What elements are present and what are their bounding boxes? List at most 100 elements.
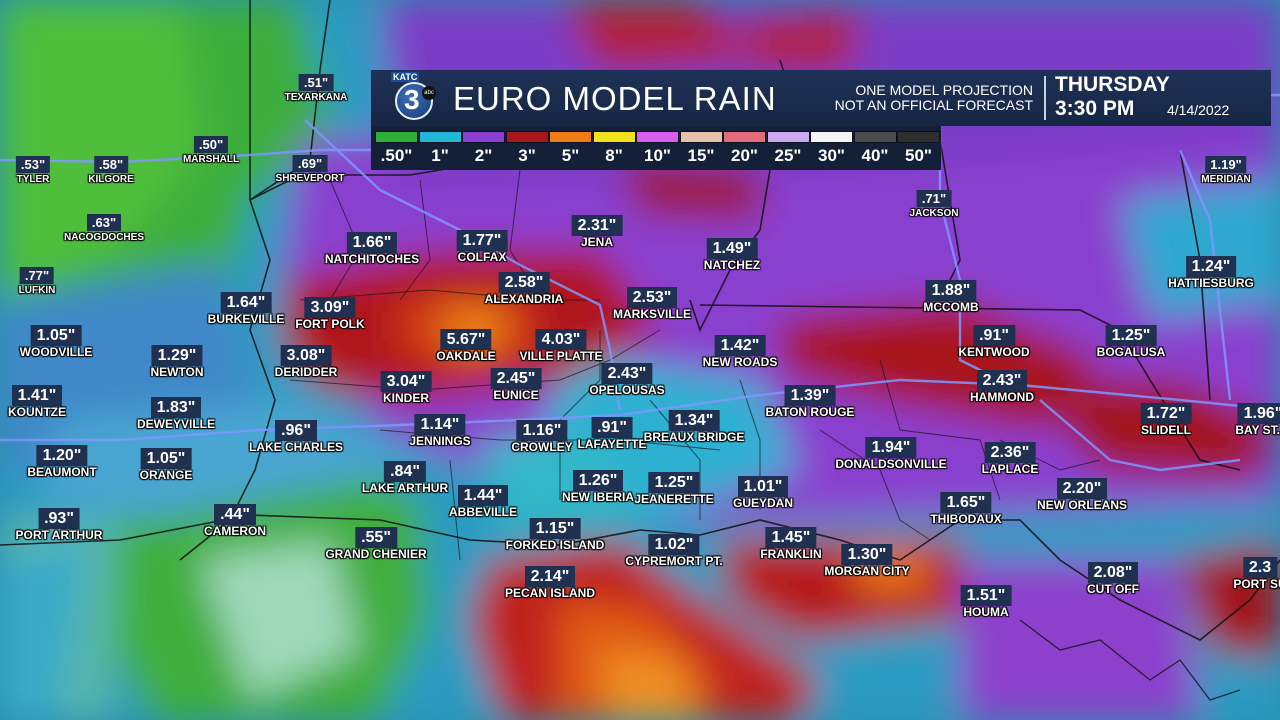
city-marker: .44" CAMERON	[204, 504, 266, 538]
legend-label: 40"	[861, 146, 889, 165]
city-marker: .93" PORT ARTHUR	[15, 508, 103, 542]
rain-total-value: 1.45"	[765, 527, 817, 548]
legend-swatch	[636, 131, 679, 143]
city-name: JENNINGS	[409, 434, 471, 448]
rain-total-value: 1.25"	[648, 472, 700, 493]
city-marker: 1.05" ORANGE	[140, 448, 192, 482]
city-marker: 4.03" VILLE PLATTE	[519, 329, 603, 363]
legend-label: 2"	[474, 146, 493, 165]
rain-total-value: .69"	[292, 155, 328, 172]
rain-total-value: 1.51"	[960, 585, 1012, 606]
city-marker: 1.64" BURKEVILLE	[208, 292, 284, 326]
rain-total-value: 3.09"	[304, 297, 356, 318]
city-name: DONALDSONVILLE	[835, 457, 947, 471]
city-name: LAKE ARTHUR	[361, 481, 449, 495]
rain-total-value: 1.15"	[529, 518, 581, 539]
city-marker: 1.16" CROWLEY	[511, 420, 573, 454]
city-name: TEXARKANA	[284, 92, 348, 103]
city-marker: 1.42" NEW ROADS	[703, 335, 777, 369]
rain-total-value: 2.36"	[984, 442, 1036, 463]
city-name: GRAND CHENIER	[325, 547, 427, 561]
city-marker: 1.72" SLIDELL	[1140, 403, 1192, 437]
city-marker: .63" NACOGDOCHES	[64, 214, 144, 243]
rain-total-value: 1.29"	[151, 345, 203, 366]
rain-legend: .50" 1" 2" 3" 5" 8" 10" 15" 20" 25" 30" 40" 50"	[371, 126, 941, 170]
city-name: PORT ARTHUR	[15, 528, 103, 542]
legend-label: .50"	[380, 146, 413, 165]
rain-total-value: 3.08"	[280, 345, 332, 366]
rain-total-value: 5.67"	[440, 329, 492, 350]
rain-total-value: .51"	[298, 74, 334, 91]
rain-total-value: 1.65"	[940, 492, 992, 513]
city-name: NACOGDOCHES	[63, 232, 145, 243]
city-marker: 3.09" FORT POLK	[295, 297, 365, 331]
rain-total-value: .84"	[384, 461, 426, 482]
city-marker: .91" KENTWOOD	[958, 325, 1030, 359]
city-marker: 1.88" MCCOMB	[923, 280, 979, 314]
city-marker: 1.14" JENNINGS	[409, 414, 471, 448]
city-name: LAFAYETTE	[577, 437, 647, 451]
city-name: ABBEVILLE	[448, 505, 518, 519]
city-marker: 1.25" BOGALUSA	[1096, 325, 1166, 359]
rain-total-value: 1.88"	[925, 280, 977, 301]
city-name: CAMERON	[204, 524, 266, 538]
city-name: JACKSON	[909, 208, 959, 219]
legend-label: 30"	[818, 146, 845, 165]
city-marker: 2.14" PECAN ISLAND	[505, 566, 595, 600]
city-name: SLIDELL	[1140, 423, 1191, 437]
city-marker: .55" GRAND CHENIER	[325, 527, 427, 561]
legend-swatch	[897, 131, 940, 143]
legend-label: 5"	[561, 146, 580, 165]
city-name: LUFKIN	[18, 285, 56, 296]
disclaimer: ONE MODEL PROJECTION NOT AN OFFICIAL FOR…	[823, 83, 1033, 113]
city-name: MARSHALL	[182, 154, 240, 165]
city-marker: 1.20" BEAUMONT	[27, 445, 97, 479]
city-name: OPELOUSAS	[589, 383, 665, 397]
legend-label: 50"	[905, 146, 932, 165]
city-marker: .71" JACKSON	[909, 190, 959, 219]
rain-total-value: 1.02"	[648, 534, 700, 555]
city-marker: 2.53" MARKSVILLE	[613, 287, 691, 321]
rain-total-value: 2.53"	[626, 287, 678, 308]
city-marker: .77" LUFKIN	[18, 267, 56, 296]
city-marker: 3.04" KINDER	[380, 371, 432, 405]
city-name: DEWEYVILLE	[136, 417, 216, 431]
legend-label: 3"	[518, 146, 536, 165]
city-name: GUEYDAN	[732, 496, 794, 510]
rain-total-value: .53"	[15, 156, 51, 173]
city-marker: 2.36" LAPLACE	[982, 442, 1038, 476]
city-marker: 1.94" DONALDSONVILLE	[835, 437, 947, 471]
city-name: HATTIESBURG	[1168, 276, 1254, 290]
legend-swatch	[810, 131, 853, 143]
city-name: PORT SU	[1233, 577, 1280, 591]
rain-total-value: .55"	[355, 527, 397, 548]
city-marker: 2.43" HAMMOND	[970, 370, 1034, 404]
city-marker: 5.67" OAKDALE	[436, 329, 496, 363]
city-name: KENTWOOD	[958, 345, 1030, 359]
legend-swatch	[853, 131, 897, 143]
rain-total-value: .77"	[19, 267, 55, 284]
forecast-day: THURSDAY	[1055, 73, 1170, 96]
rain-total-value: 1.94"	[865, 437, 917, 458]
city-name: EUNICE	[493, 388, 539, 402]
legend-swatch	[505, 131, 549, 143]
city-marker: 1.41" KOUNTZE	[8, 385, 66, 419]
city-name: COLFAX	[457, 250, 507, 264]
city-marker: 2.43" OPELOUSAS	[589, 363, 665, 397]
rain-total-value: .63"	[86, 214, 122, 231]
city-marker: 2.08" CUT OFF	[1087, 562, 1139, 596]
city-name: CYPREMORT PT.	[625, 554, 723, 568]
forecast-date: 4/14/2022	[1167, 102, 1230, 118]
city-name: BOGALUSA	[1096, 345, 1166, 359]
rain-total-value: 3.04"	[380, 371, 432, 392]
rain-total-value: 2.14"	[524, 566, 576, 587]
logo-network-badge: abc	[422, 86, 436, 100]
rain-total-value: 4.03"	[535, 329, 587, 350]
rain-total-value: .71"	[916, 190, 952, 207]
city-name: FORKED ISLAND	[505, 538, 605, 552]
logo-station-text: KATC	[391, 72, 420, 82]
rain-total-value: 2.43"	[976, 370, 1028, 391]
city-name: TYLER	[16, 174, 50, 185]
rain-total-value: 2.45"	[490, 368, 542, 389]
rain-total-value: 1.05"	[140, 448, 192, 469]
